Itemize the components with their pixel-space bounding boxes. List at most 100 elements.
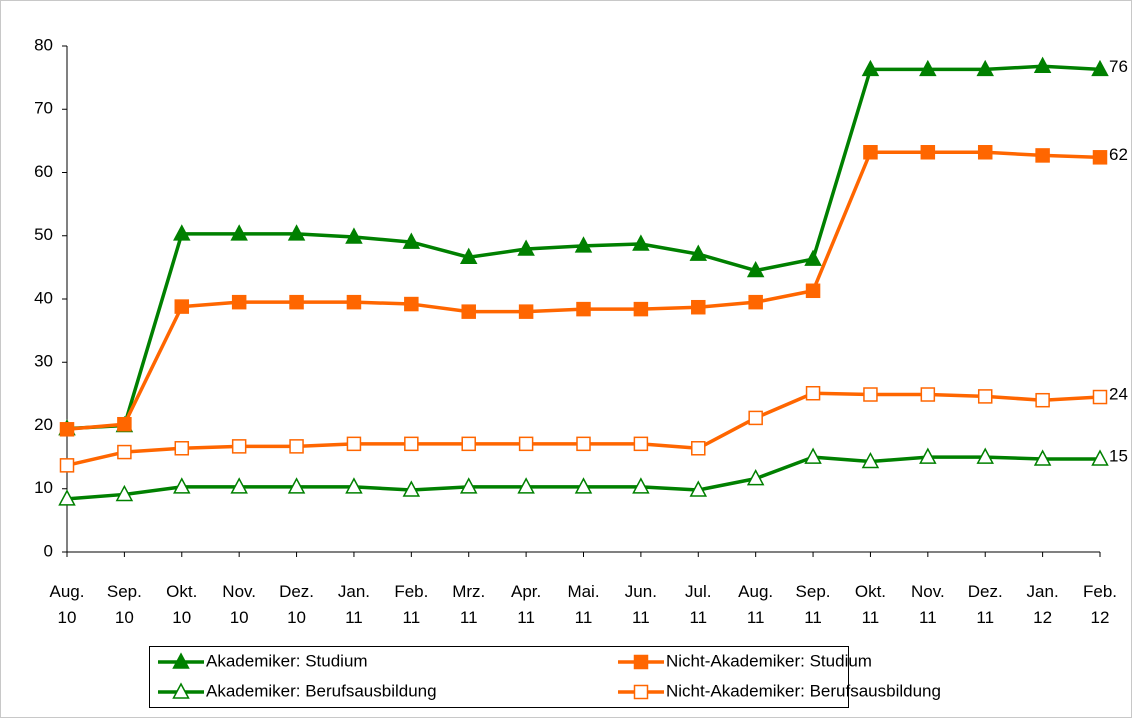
x-tick-label: Okt. 10 xyxy=(166,582,198,627)
point xyxy=(748,294,763,310)
point xyxy=(632,234,650,251)
point xyxy=(174,299,190,314)
point xyxy=(461,304,476,319)
point xyxy=(402,232,421,249)
point xyxy=(173,224,191,241)
point xyxy=(459,247,478,265)
point xyxy=(920,387,936,402)
y-tick-label: 60 xyxy=(34,162,53,181)
point xyxy=(174,441,190,456)
x-tick-label: Feb. 11 xyxy=(394,582,429,627)
y-tick-label: 70 xyxy=(34,99,53,118)
x-tick-label: Jul. 11 xyxy=(685,582,712,627)
point xyxy=(805,283,821,299)
point xyxy=(1033,56,1052,73)
x-tick-label: Jan. 11 xyxy=(337,582,370,627)
data-label: 15 xyxy=(1109,447,1128,466)
x-tick-label: Jun. 11 xyxy=(624,582,657,627)
legend-label: Akademiker: Studium xyxy=(206,651,368,670)
point xyxy=(345,227,363,244)
point xyxy=(117,416,132,432)
point xyxy=(1091,59,1109,77)
series-line xyxy=(66,150,1101,432)
y-tick-label: 10 xyxy=(34,478,53,497)
x-tick-label: Nov. 10 xyxy=(222,582,256,627)
point xyxy=(863,387,878,402)
point xyxy=(59,458,75,473)
x-tick-label: Sep. 11 xyxy=(795,582,831,627)
point xyxy=(633,301,649,317)
point xyxy=(517,239,535,256)
y-tick-label: 40 xyxy=(34,288,53,307)
point xyxy=(230,477,248,494)
point xyxy=(574,477,593,494)
x-tick-label: Feb. 12 xyxy=(1082,582,1118,627)
point xyxy=(1092,150,1108,165)
series-line xyxy=(66,391,1101,468)
point xyxy=(345,477,363,494)
point xyxy=(402,480,421,497)
point xyxy=(919,447,937,464)
y-tick-label: 0 xyxy=(44,541,53,560)
point xyxy=(404,436,419,452)
point xyxy=(287,224,306,241)
x-tick-label: Nov. 11 xyxy=(910,582,945,627)
legend-marker xyxy=(172,652,190,669)
point xyxy=(346,294,362,310)
x-tick-label: Aug. 10 xyxy=(49,582,85,627)
point xyxy=(346,436,362,452)
point xyxy=(1035,392,1050,408)
legend-label: Akademiker: Berufsausbildung xyxy=(206,681,437,700)
x-tick-label: Apr. 11 xyxy=(510,582,542,627)
point xyxy=(1092,389,1108,405)
x-tick-label: Mrz. 11 xyxy=(452,582,486,627)
point xyxy=(404,296,419,312)
legend-marker xyxy=(633,684,649,700)
point xyxy=(804,447,822,464)
point xyxy=(861,451,880,469)
data-label: 24 xyxy=(1109,385,1128,404)
point xyxy=(1033,449,1052,466)
point xyxy=(1035,148,1050,163)
point xyxy=(746,469,765,486)
x-tick-label: Mai. 11 xyxy=(567,582,600,627)
point xyxy=(59,422,75,437)
legend-box xyxy=(149,646,849,708)
y-tick-label: 80 xyxy=(34,35,53,54)
x-tick-label: Okt. 11 xyxy=(854,582,887,627)
point xyxy=(691,299,706,315)
y-tick-label: 50 xyxy=(34,225,53,244)
point xyxy=(633,436,649,452)
point xyxy=(805,385,821,401)
point xyxy=(919,59,937,77)
x-tick-label: Jan. 12 xyxy=(1026,582,1059,627)
point xyxy=(861,59,880,77)
point xyxy=(977,389,993,404)
legend-label: Nicht-Akademiker: Berufsausbildung xyxy=(666,681,941,700)
point xyxy=(58,489,76,506)
point xyxy=(231,439,247,454)
point xyxy=(230,224,248,241)
point xyxy=(576,436,591,452)
point xyxy=(632,477,650,494)
point xyxy=(173,477,191,494)
point xyxy=(689,480,708,497)
point xyxy=(574,236,593,253)
point xyxy=(976,447,994,464)
legend-marker xyxy=(172,682,190,699)
point xyxy=(459,477,478,494)
x-tick-label: Dez. 11 xyxy=(967,582,1003,627)
x-tick-label: Sep. 10 xyxy=(106,582,142,627)
point xyxy=(517,477,535,494)
point xyxy=(231,294,247,310)
point xyxy=(691,441,706,456)
point xyxy=(518,436,534,452)
point xyxy=(804,249,822,266)
point xyxy=(289,439,304,454)
data-label: 76 xyxy=(1109,57,1128,76)
point xyxy=(1091,449,1109,466)
point xyxy=(287,477,306,494)
